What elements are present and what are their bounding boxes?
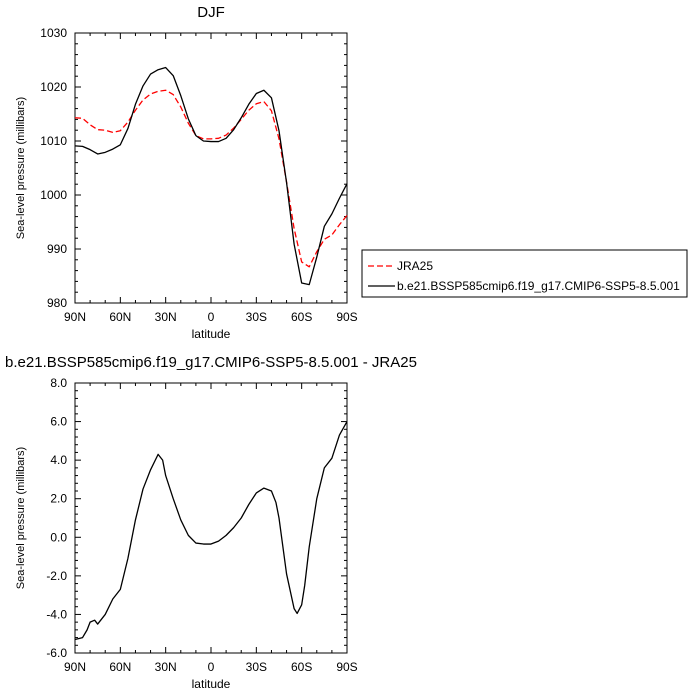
chart-title: b.e21.BSSP585cmip6.f19_g17.CMIP6-SSP5-8.… bbox=[5, 354, 417, 371]
series-line-0 bbox=[74, 89, 348, 268]
y-tick-label: 2.0 bbox=[50, 492, 67, 506]
x-tick-label: 90N bbox=[64, 310, 86, 324]
series-line-1 bbox=[74, 66, 348, 286]
legend-entry: b.e21.BSSP585cmip6.f19_g17.CMIP6-SSP5-8.… bbox=[397, 279, 680, 293]
x-tick-label: 60N bbox=[109, 660, 131, 674]
y-tick-label: 1030 bbox=[40, 26, 67, 40]
x-axis-label: latitude bbox=[192, 677, 231, 691]
x-axis-label: latitude bbox=[192, 327, 231, 341]
top-chart-panel: DJF 90N 60N 30N 0 30S 60S 90S 980 990 1000 1010 1020… bbox=[15, 4, 358, 341]
y-tick-label: 1010 bbox=[40, 134, 67, 148]
x-tick-label: 0 bbox=[208, 660, 215, 674]
difference-chart-panel: b.e21.BSSP585cmip6.f19_g17.CMIP6-SSP5-8.… bbox=[5, 354, 417, 691]
y-tick-label: 6.0 bbox=[50, 415, 67, 429]
x-tick-label: 90S bbox=[336, 660, 357, 674]
plot-frame bbox=[74, 32, 348, 304]
plot-frame bbox=[74, 382, 348, 654]
y-tick-label: 1000 bbox=[40, 188, 67, 202]
x-tick-label: 60S bbox=[291, 660, 312, 674]
chart-title: DJF bbox=[197, 4, 225, 21]
x-tick-label: 30S bbox=[246, 310, 267, 324]
y-tick-label: -4.0 bbox=[46, 607, 67, 621]
x-tick-label: 30N bbox=[155, 660, 177, 674]
y-tick-label: 0.0 bbox=[50, 530, 67, 544]
y-tick-label: 8.0 bbox=[50, 376, 67, 390]
legend: JRA25 b.e21.BSSP585cmip6.f19_g17.CMIP6-SS… bbox=[361, 249, 688, 298]
x-tick-label: 90S bbox=[336, 310, 357, 324]
y-tick-label: 4.0 bbox=[50, 453, 67, 467]
y-axis-label: Sea-level pressure (millibars) bbox=[15, 447, 27, 589]
series-line-0 bbox=[74, 421, 348, 641]
x-tick-label: 60N bbox=[109, 310, 131, 324]
legend-box bbox=[361, 249, 688, 298]
legend-entry: JRA25 bbox=[397, 259, 433, 273]
y-tick-label: -2.0 bbox=[46, 569, 67, 583]
y-tick-label: 990 bbox=[47, 242, 67, 256]
y-tick-label: 1020 bbox=[40, 80, 67, 94]
x-tick-label: 0 bbox=[208, 310, 215, 324]
x-tick-label: 90N bbox=[64, 660, 86, 674]
y-tick-label: 980 bbox=[47, 296, 67, 310]
x-tick-label: 60S bbox=[291, 310, 312, 324]
y-axis-label: Sea-level pressure (millibars) bbox=[15, 97, 27, 239]
y-tick-label: -6.0 bbox=[46, 646, 67, 660]
x-tick-label: 30S bbox=[246, 660, 267, 674]
x-tick-label: 30N bbox=[155, 310, 177, 324]
